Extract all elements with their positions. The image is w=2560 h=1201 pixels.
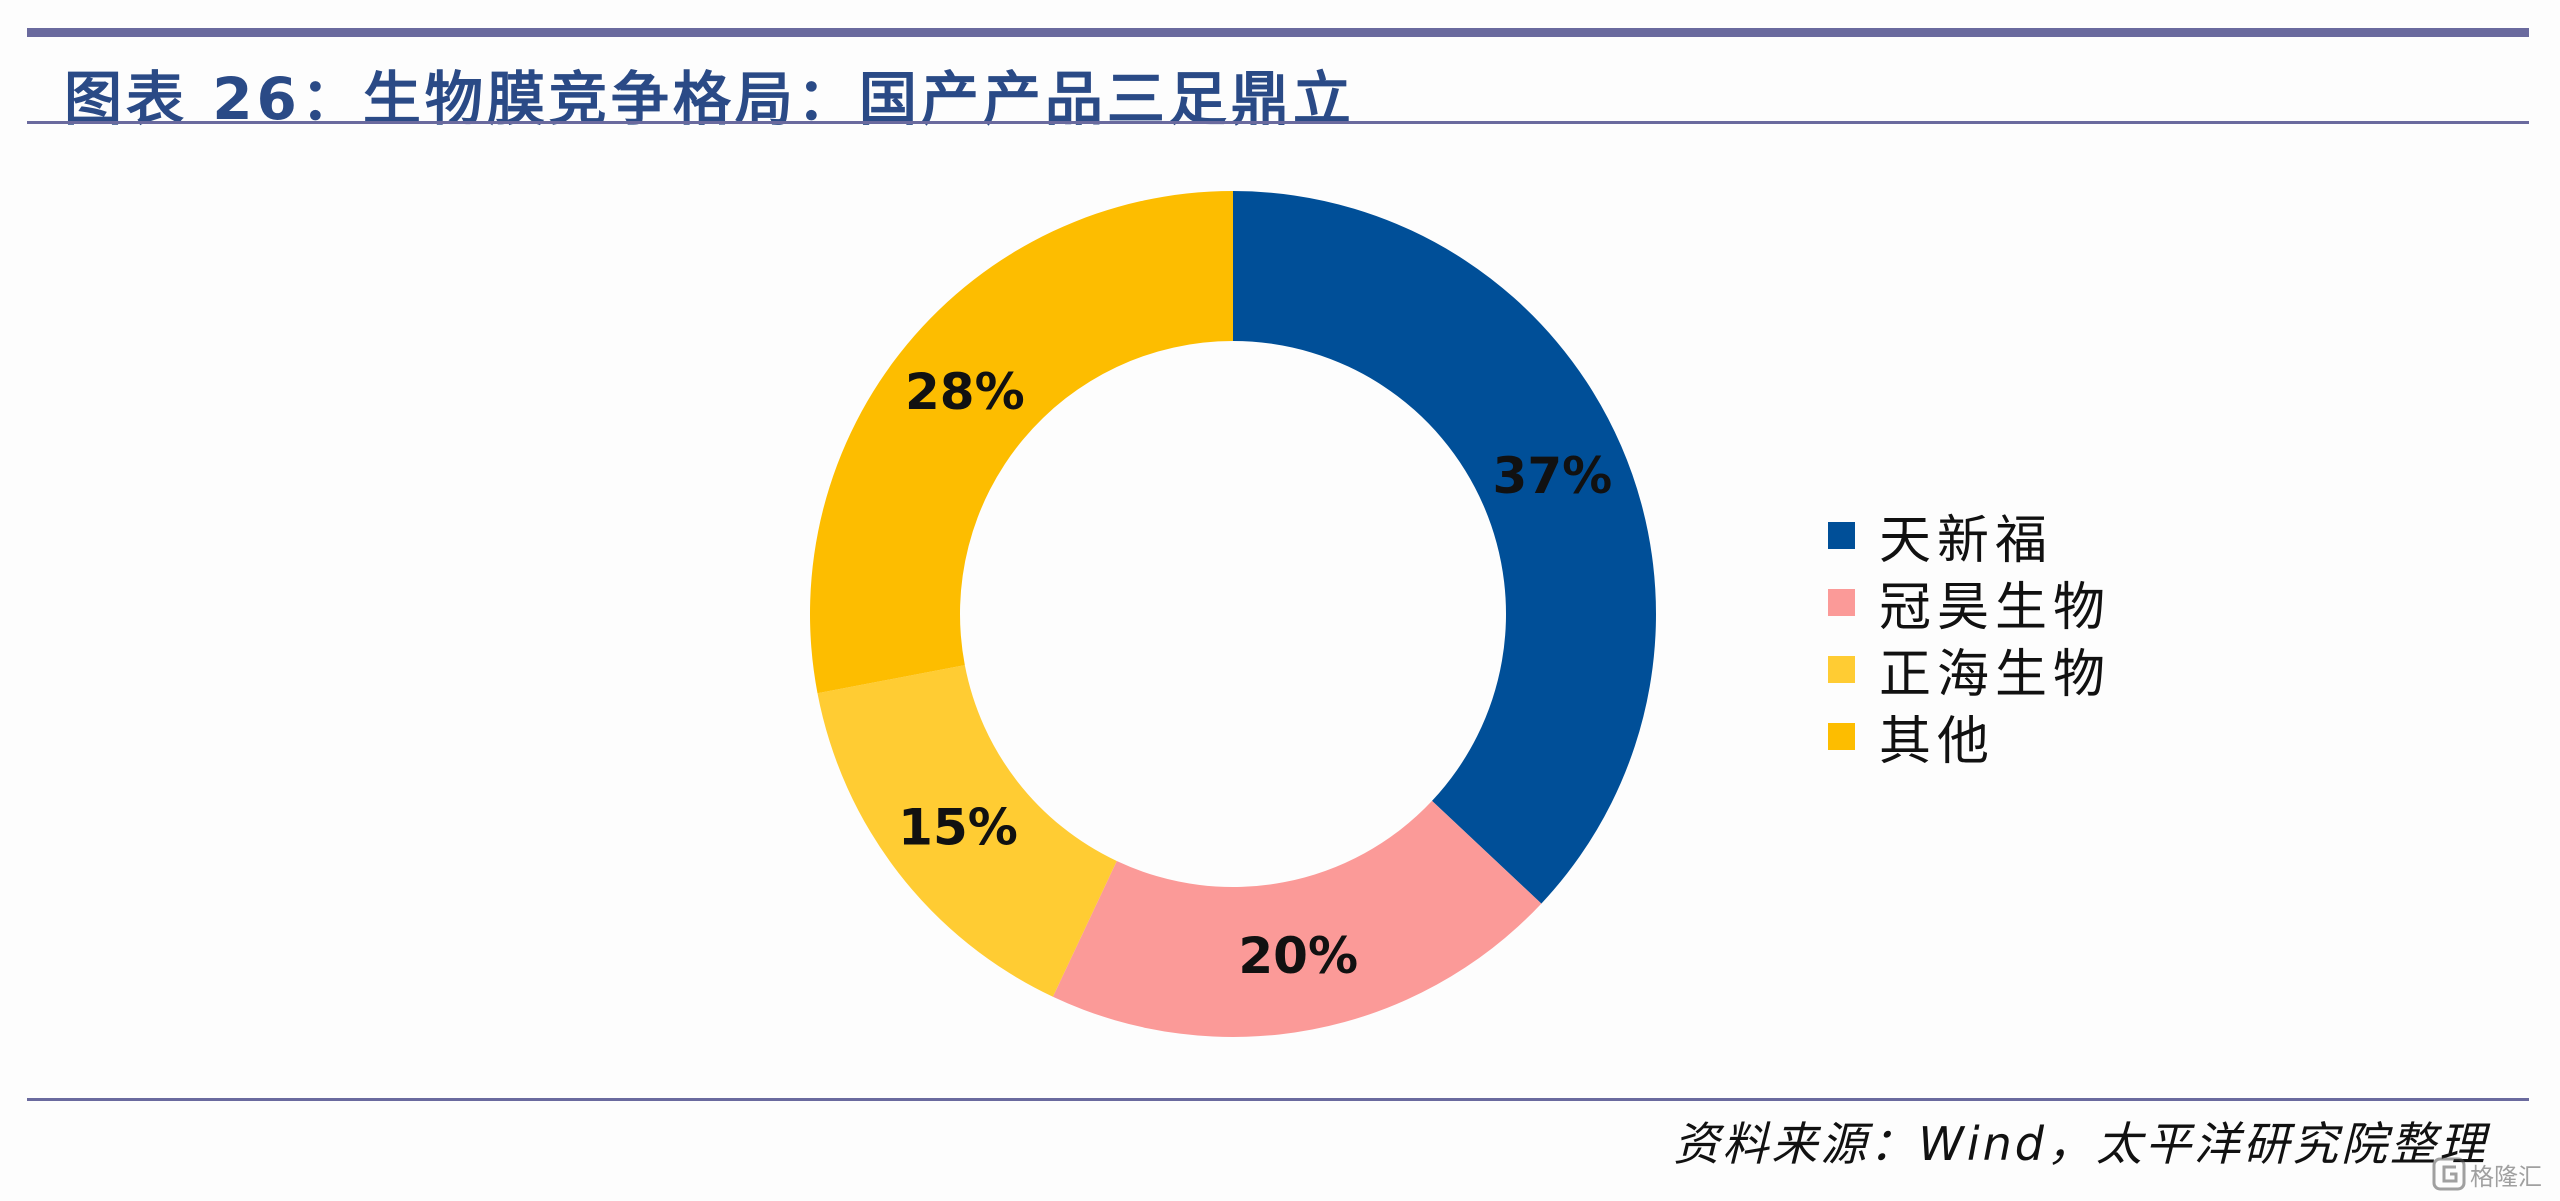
slice-label-2: 20% [1238,927,1358,985]
legend-label: 正海生物 [1879,645,2112,705]
legend-swatch [1828,522,1855,549]
legend-label: 冠昊生物 [1879,578,2112,638]
slice-label-3: 15% [898,798,1018,856]
legend-label: 天新福 [1879,511,2054,571]
title-rule [27,121,2529,124]
slice-3 [817,665,1117,997]
slice-labels: 37% 20% 15% 28% [898,363,1612,985]
slice-label-1: 37% [1493,447,1613,505]
slice-4 [809,191,1233,694]
watermark-text: 格隆汇 [2470,1163,2542,1191]
legend-swatch [1828,589,1855,616]
legend-item-4: 其他 [1828,703,2111,772]
slice-1 [1233,191,1656,904]
watermark-logo: 格隆汇 [2432,1157,2542,1191]
donut-slices [809,191,1656,1037]
slice-label-4: 28% [905,363,1025,421]
legend-item-3: 正海生物 [1828,636,2111,705]
legend-swatch [1828,723,1855,750]
top-rule [27,28,2529,37]
bottom-rule [27,1098,2529,1101]
source-note: 资料来源：Wind，太平洋研究院整理 [1673,1117,2488,1171]
slice-2 [1052,800,1542,1037]
legend: 天新福冠昊生物正海生物其他 [1828,502,2111,772]
legend-swatch [1828,656,1855,683]
legend-label: 其他 [1879,712,1996,772]
legend-item-1: 天新福 [1828,502,2111,571]
legend-item-2: 冠昊生物 [1828,569,2111,638]
